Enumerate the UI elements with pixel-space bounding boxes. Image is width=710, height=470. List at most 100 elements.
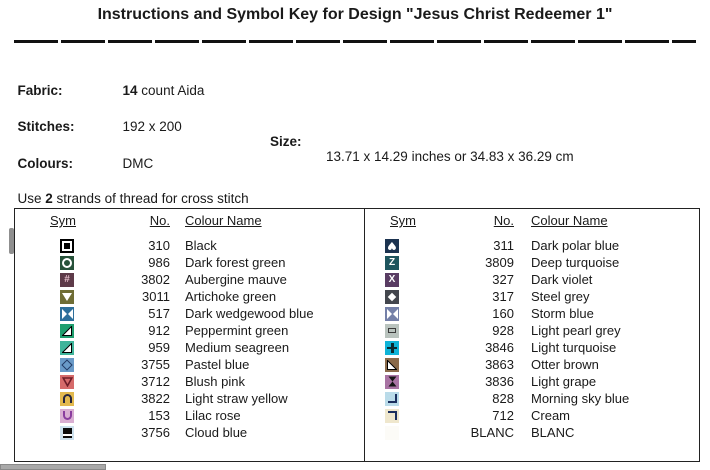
- thread-number: 3755: [141, 357, 170, 372]
- strands-suffix: strands of thread for cross stitch: [52, 191, 249, 206]
- stitches-value: 192 x 200: [122, 119, 182, 134]
- letter-z-icon: Z: [385, 255, 399, 270]
- colour-name: Cream: [531, 408, 571, 423]
- colour-name: Deep turquoise: [531, 255, 620, 270]
- thread-number: 317: [492, 289, 514, 304]
- key-row: 3836 Light grape: [365, 373, 699, 390]
- colour-name: Otter brown: [531, 357, 599, 372]
- colour-name: Dark forest green: [185, 255, 286, 270]
- key-row: 160 Storm blue: [365, 305, 699, 322]
- hourglass-icon: [385, 374, 399, 389]
- colour-name: Morning sky blue: [531, 391, 630, 406]
- colour-name: BLANC: [531, 425, 575, 440]
- colours-row: Colours: DMC: [10, 141, 706, 171]
- thread-number: 160: [492, 306, 514, 321]
- hash-icon: #: [60, 272, 74, 287]
- thread-number: BLANC: [470, 425, 514, 440]
- key-row: 712 Cream: [365, 407, 699, 424]
- colour-name: Pastel blue: [185, 357, 250, 372]
- strands-note: Use 2 strands of thread for cross stitch: [10, 176, 706, 206]
- black-bar-icon: [60, 425, 74, 440]
- colour-name: Blush pink: [185, 374, 245, 389]
- vertical-scrollbar-thumb[interactable]: [9, 228, 14, 254]
- diamond-outline-icon: [60, 357, 74, 372]
- key-row: 986 Dark forest green: [15, 254, 364, 271]
- colour-name: Light grape: [531, 374, 597, 389]
- key-rows-left: 310 Black 986 Dark forest green #3802 Aubergi…: [15, 237, 364, 441]
- key-header: Sym No. Colour Name: [365, 213, 699, 231]
- size-value: 13.71 x 14.29 inches or 34.83 x 36.29 cm: [326, 149, 574, 164]
- key-row: #3802 Aubergine mauve: [15, 271, 364, 288]
- sym-header: Sym: [390, 213, 416, 228]
- key-row: 959 Medium seagreen: [15, 339, 364, 356]
- key-row: 517 Dark wedgewood blue: [15, 305, 364, 322]
- key-row: 912 Peppermint green: [15, 322, 364, 339]
- colour-name: Light turquoise: [531, 340, 617, 355]
- colour-name-header: Colour Name: [185, 213, 262, 228]
- triangle-lower-right-icon: [60, 323, 74, 338]
- colour-name: Medium seagreen: [185, 340, 290, 355]
- thread-number: 928: [492, 323, 514, 338]
- triangle-lower-left-icon: [385, 357, 399, 372]
- stitches-row: Stitches: 192 x 200 Size: 13.71 x 14.29 i…: [10, 104, 706, 164]
- strands-count: 2: [45, 191, 53, 206]
- colours-value: DMC: [122, 156, 154, 171]
- stitches-label: Stitches:: [17, 119, 75, 134]
- thread-number: 3756: [141, 425, 170, 440]
- key-row: BLANC BLANC: [365, 424, 699, 441]
- colour-name: Aubergine mauve: [185, 272, 287, 287]
- thread-number: 712: [492, 408, 514, 423]
- bowtie-icon: [385, 306, 399, 321]
- key-row: 3712 Blush pink: [15, 373, 364, 390]
- letter-x-icon: X: [385, 272, 399, 287]
- key-row: 310 Black: [15, 237, 364, 254]
- size-label: Size:: [270, 134, 302, 149]
- key-row: 317 Steel grey: [365, 288, 699, 305]
- colour-name: Dark wedgewood blue: [185, 306, 314, 321]
- colours-label: Colours:: [17, 156, 74, 171]
- colour-name: Artichoke green: [185, 289, 277, 304]
- key-row: ♥ 311 Dark polar blue: [365, 237, 699, 254]
- thread-number: 3011: [142, 289, 170, 304]
- fabric-row: Fabric: 14 count Aida: [10, 68, 706, 98]
- arch-u-icon: [60, 408, 74, 423]
- thread-number: 3836: [485, 374, 514, 389]
- key-row: 928 Light pearl grey: [365, 322, 699, 339]
- page-title: Instructions and Symbol Key for Design "…: [97, 6, 613, 23]
- colour-name: Cloud blue: [185, 425, 248, 440]
- thread-number: 153: [148, 408, 170, 423]
- rect-outline-icon: [385, 323, 399, 338]
- thread-number: 3802: [141, 272, 170, 287]
- bowtie-icon: [60, 306, 74, 321]
- colour-name: Peppermint green: [185, 323, 289, 338]
- circle-outline-icon: [60, 255, 74, 270]
- thread-number: 310: [148, 238, 170, 253]
- blank-icon: [385, 425, 399, 440]
- colour-name: Dark violet: [531, 272, 593, 287]
- strands-prefix: Use: [17, 191, 46, 206]
- arch-n-icon: [60, 391, 74, 406]
- key-column-left: Sym No. Colour Name 310 Black 986 Dark fore…: [15, 209, 364, 461]
- horizontal-scrollbar-thumb[interactable]: [0, 464, 106, 470]
- key-row: 3863 Otter brown: [365, 356, 699, 373]
- title-divider: [14, 40, 696, 43]
- symbol-key-table: Sym No. Colour Name 310 Black 986 Dark fore…: [14, 208, 700, 462]
- colour-name-header: Colour Name: [531, 213, 608, 228]
- colour-name: Steel grey: [531, 289, 590, 304]
- key-row: 3846 Light turquoise: [365, 339, 699, 356]
- key-rows-right: ♥ 311 Dark polar blue Z 3809 Deep turquoise X 3…: [365, 237, 699, 441]
- key-column-right: Sym No. Colour Name ♥ 311 Dark polar blue Z…: [364, 209, 699, 461]
- thread-number: 912: [148, 323, 170, 338]
- thread-number: 3822: [141, 391, 170, 406]
- square-outline-icon: [60, 238, 74, 253]
- key-row: Z 3809 Deep turquoise: [365, 254, 699, 271]
- heart-down-icon: ♥: [385, 238, 399, 253]
- fabric-label: Fabric:: [17, 83, 63, 98]
- colour-name: Lilac rose: [185, 408, 241, 423]
- thread-number: 3863: [485, 357, 514, 372]
- thread-number: 517: [148, 306, 170, 321]
- thread-number: 3809: [485, 255, 514, 270]
- triangle-down-outline-icon: [60, 374, 74, 389]
- fabric-count: 14: [122, 83, 138, 98]
- triangle-lower-right-icon: [60, 340, 74, 355]
